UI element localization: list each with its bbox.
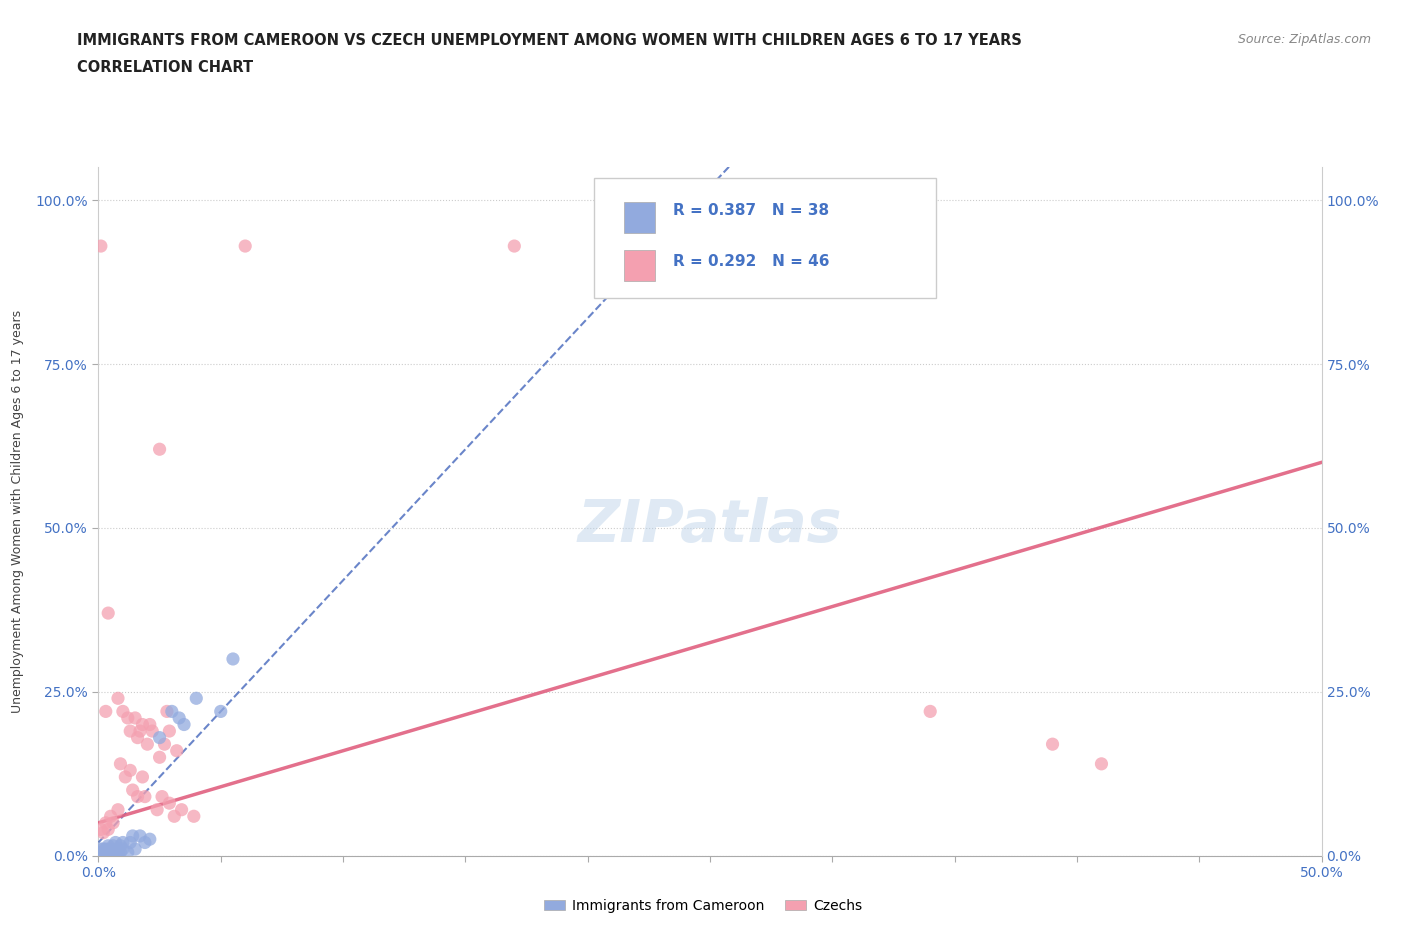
- Text: R = 0.387   N = 38: R = 0.387 N = 38: [673, 203, 830, 218]
- Point: [124, 711, 146, 725]
- Point: [97, 838, 120, 853]
- Text: IMMIGRANTS FROM CAMEROON VS CZECH UNEMPLOYMENT AMONG WOMEN WITH CHILDREN AGES 6 : IMMIGRANTS FROM CAMEROON VS CZECH UNEMPL…: [77, 33, 1022, 47]
- Point: [153, 737, 176, 751]
- Text: CORRELATION CHART: CORRELATION CHART: [77, 60, 253, 75]
- Point: [160, 704, 183, 719]
- Point: [94, 844, 117, 859]
- Point: [167, 711, 190, 725]
- Text: R = 0.292   N = 46: R = 0.292 N = 46: [673, 254, 830, 269]
- Point: [107, 842, 129, 857]
- Point: [134, 835, 156, 850]
- Point: [503, 239, 526, 254]
- Point: [107, 848, 129, 863]
- Point: [110, 838, 132, 853]
- Point: [114, 769, 136, 784]
- Point: [101, 816, 124, 830]
- Point: [100, 842, 122, 857]
- Point: [120, 724, 142, 738]
- Point: [111, 704, 134, 719]
- Point: [149, 730, 172, 745]
- Point: [131, 769, 153, 784]
- Point: [94, 842, 117, 857]
- Point: [121, 783, 143, 798]
- Y-axis label: Unemployment Among Women with Children Ages 6 to 17 years: Unemployment Among Women with Children A…: [11, 310, 24, 713]
- Point: [117, 844, 139, 859]
- Point: [101, 838, 124, 853]
- Point: [134, 790, 156, 804]
- Text: Source: ZipAtlas.com: Source: ZipAtlas.com: [1237, 33, 1371, 46]
- Point: [104, 835, 127, 850]
- FancyBboxPatch shape: [593, 178, 936, 299]
- Point: [100, 844, 122, 859]
- Point: [222, 652, 245, 667]
- Point: [91, 844, 114, 859]
- Point: [90, 844, 112, 859]
- Point: [94, 848, 117, 863]
- Point: [110, 844, 132, 859]
- Point: [149, 442, 172, 457]
- Point: [91, 842, 114, 857]
- Point: [146, 803, 169, 817]
- Point: [91, 848, 114, 863]
- Point: [131, 717, 153, 732]
- Point: [107, 691, 129, 706]
- Point: [124, 842, 146, 857]
- Point: [129, 829, 152, 844]
- Point: [183, 809, 205, 824]
- Point: [120, 835, 142, 850]
- Point: [141, 724, 163, 738]
- Point: [91, 825, 114, 840]
- Point: [111, 835, 134, 850]
- Point: [110, 756, 132, 771]
- Point: [94, 704, 117, 719]
- FancyBboxPatch shape: [624, 202, 655, 232]
- Point: [150, 790, 173, 804]
- Point: [107, 803, 129, 817]
- Point: [149, 750, 172, 764]
- Point: [170, 803, 193, 817]
- Point: [94, 816, 117, 830]
- Point: [139, 831, 162, 846]
- Point: [157, 796, 180, 811]
- Point: [97, 605, 120, 620]
- Point: [111, 842, 134, 857]
- Point: [209, 704, 232, 719]
- Point: [772, 239, 794, 254]
- Text: ZIPatlas: ZIPatlas: [578, 497, 842, 553]
- Point: [173, 717, 195, 732]
- Point: [90, 239, 112, 254]
- Point: [90, 848, 112, 863]
- Point: [107, 844, 129, 859]
- Point: [920, 704, 942, 719]
- Point: [127, 730, 149, 745]
- Point: [139, 717, 162, 732]
- Legend: Immigrants from Cameroon, Czechs: Immigrants from Cameroon, Czechs: [538, 894, 868, 919]
- Point: [101, 848, 124, 863]
- Point: [157, 724, 180, 738]
- Point: [136, 737, 159, 751]
- Point: [1090, 756, 1112, 771]
- Point: [117, 711, 139, 725]
- Point: [1042, 737, 1064, 751]
- Point: [127, 790, 149, 804]
- FancyBboxPatch shape: [624, 249, 655, 281]
- Point: [121, 829, 143, 844]
- Point: [166, 743, 188, 758]
- Point: [120, 763, 142, 777]
- Point: [97, 844, 120, 859]
- Point: [233, 239, 256, 254]
- Point: [100, 809, 122, 824]
- Point: [156, 704, 179, 719]
- Point: [129, 724, 152, 738]
- Point: [97, 822, 120, 837]
- Point: [163, 809, 186, 824]
- Point: [90, 842, 112, 857]
- Point: [101, 844, 124, 859]
- Point: [90, 822, 112, 837]
- Point: [186, 691, 208, 706]
